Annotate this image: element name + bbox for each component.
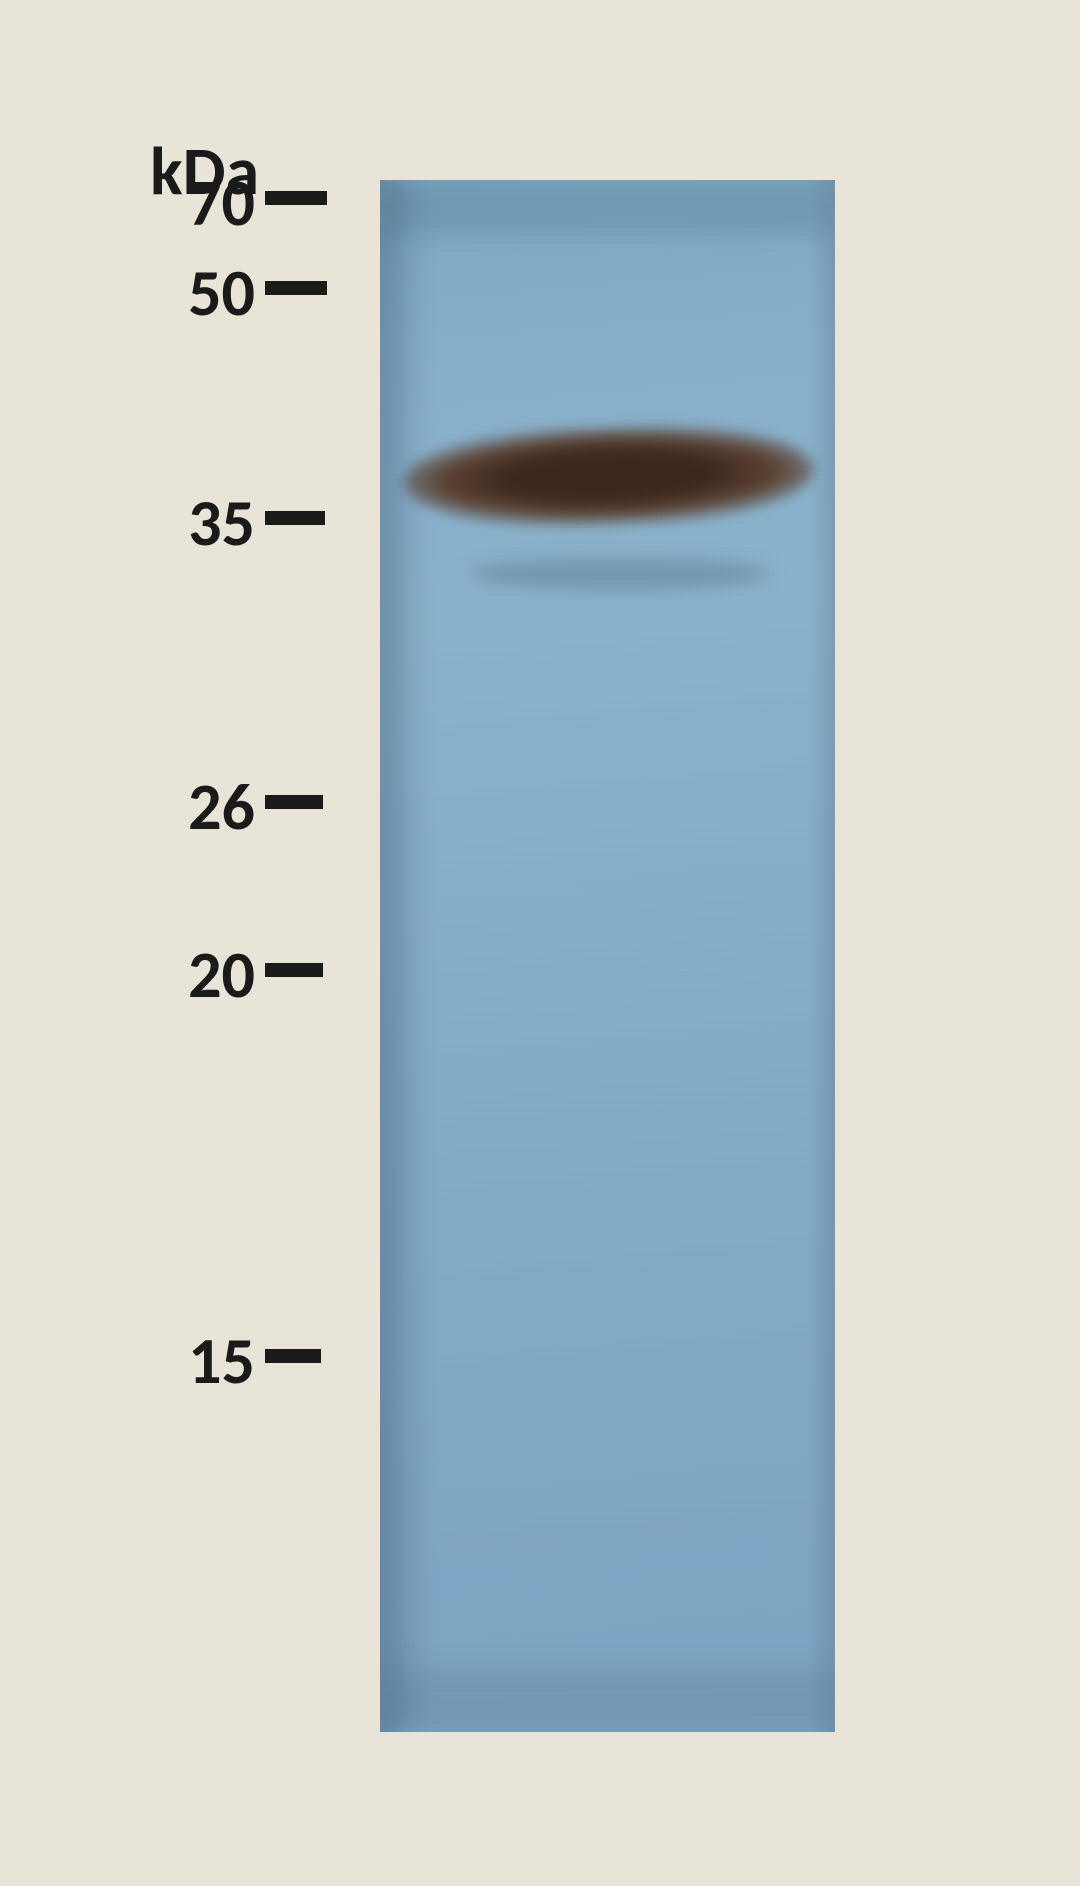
western-blot-figure: kDa 705035262015 <box>0 0 1080 1886</box>
noise-overlay <box>380 180 835 1732</box>
marker-label-26: 26 <box>155 766 255 847</box>
tick-mark-26 <box>265 795 323 809</box>
marker-label-35: 35 <box>155 482 255 563</box>
tick-mark-15 <box>265 1349 321 1363</box>
tick-mark-20 <box>265 963 323 977</box>
tick-mark-35 <box>265 511 325 525</box>
marker-label-20: 20 <box>155 934 255 1015</box>
marker-label-70: 70 <box>155 162 255 243</box>
marker-label-50: 50 <box>155 252 255 333</box>
blot-lane <box>380 180 835 1732</box>
figure-inner: kDa 705035262015 <box>80 130 1000 1750</box>
tick-mark-50 <box>265 281 327 295</box>
marker-label-15: 15 <box>155 1320 255 1401</box>
tick-mark-70 <box>265 191 327 205</box>
